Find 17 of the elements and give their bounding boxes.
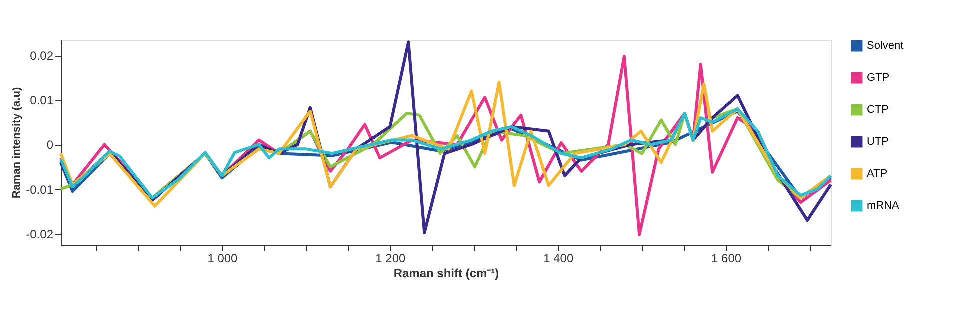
legend-label: CTP [867,104,889,116]
legend-label: Solvent [867,40,904,52]
y-tick-label: 0.02 [30,49,54,64]
legend-label: UTP [867,136,889,148]
y-tick-label: -0.02 [26,227,54,242]
x-axis-title: Raman shift (cm⁻¹) [394,266,500,280]
x-tick-label: 1 600 [712,252,742,266]
y-tick-label: 0 [46,138,54,152]
x-tick-label: 1 000 [208,252,238,266]
x-tick-label: 1 200 [376,252,406,266]
legend-label: ATP [867,168,888,180]
legend-label: GTP [867,72,890,84]
y-tick-label: -0.01 [26,182,54,197]
legend-label: mRNA [867,200,900,212]
x-tick-label: 1 400 [544,252,574,266]
y-axis-title: Raman intensity (a.u) [11,87,24,199]
y-tick-label: 0.01 [30,94,54,108]
